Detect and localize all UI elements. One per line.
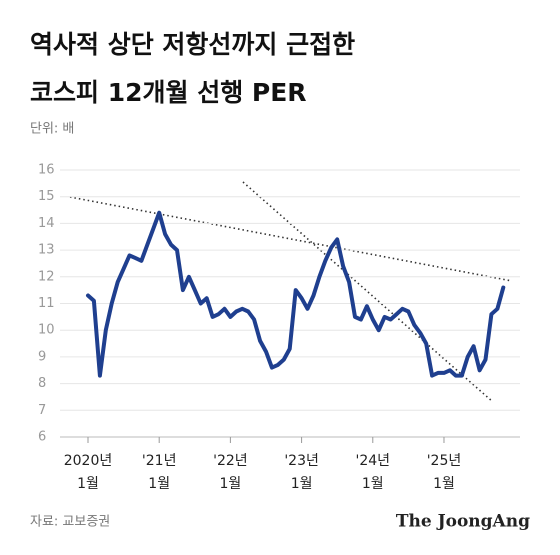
unit-label: 단위: 배 [30,122,74,137]
chart-title: 역사적 상단 저항선까지 근접한 [30,30,355,59]
source: 자료: 교보증권 [30,515,110,530]
y-tick-label: 11 [38,296,55,311]
y-tick-label: 13 [38,243,55,258]
y-tick-label: 15 [38,189,55,204]
y-tick-label: 16 [38,163,55,178]
x-tick-label: '22년 1월 [213,453,248,492]
y-tick-label: 8 [38,376,46,391]
x-tick-label: '24년 1월 [356,453,391,492]
y-tick-label: 6 [38,430,46,445]
trend-line [242,181,494,403]
y-tick-label: 12 [38,269,55,284]
chart-title: 코스피 12개월 선행 PER [30,78,307,107]
y-tick-label: 7 [38,403,46,418]
y-tick-label: 9 [38,349,46,364]
line-series [86,210,506,378]
y-tick-label: 14 [38,216,55,231]
trend-line [69,196,513,282]
y-tick-label: 10 [38,323,55,338]
x-tick-label: '25년 1월 [427,453,462,492]
x-tick-label: 2020년 1월 [64,453,113,492]
brand: The JoongAng [396,512,530,532]
x-tick-label: '21년 1월 [142,453,177,492]
x-tick-label: '23년 1월 [284,453,319,492]
